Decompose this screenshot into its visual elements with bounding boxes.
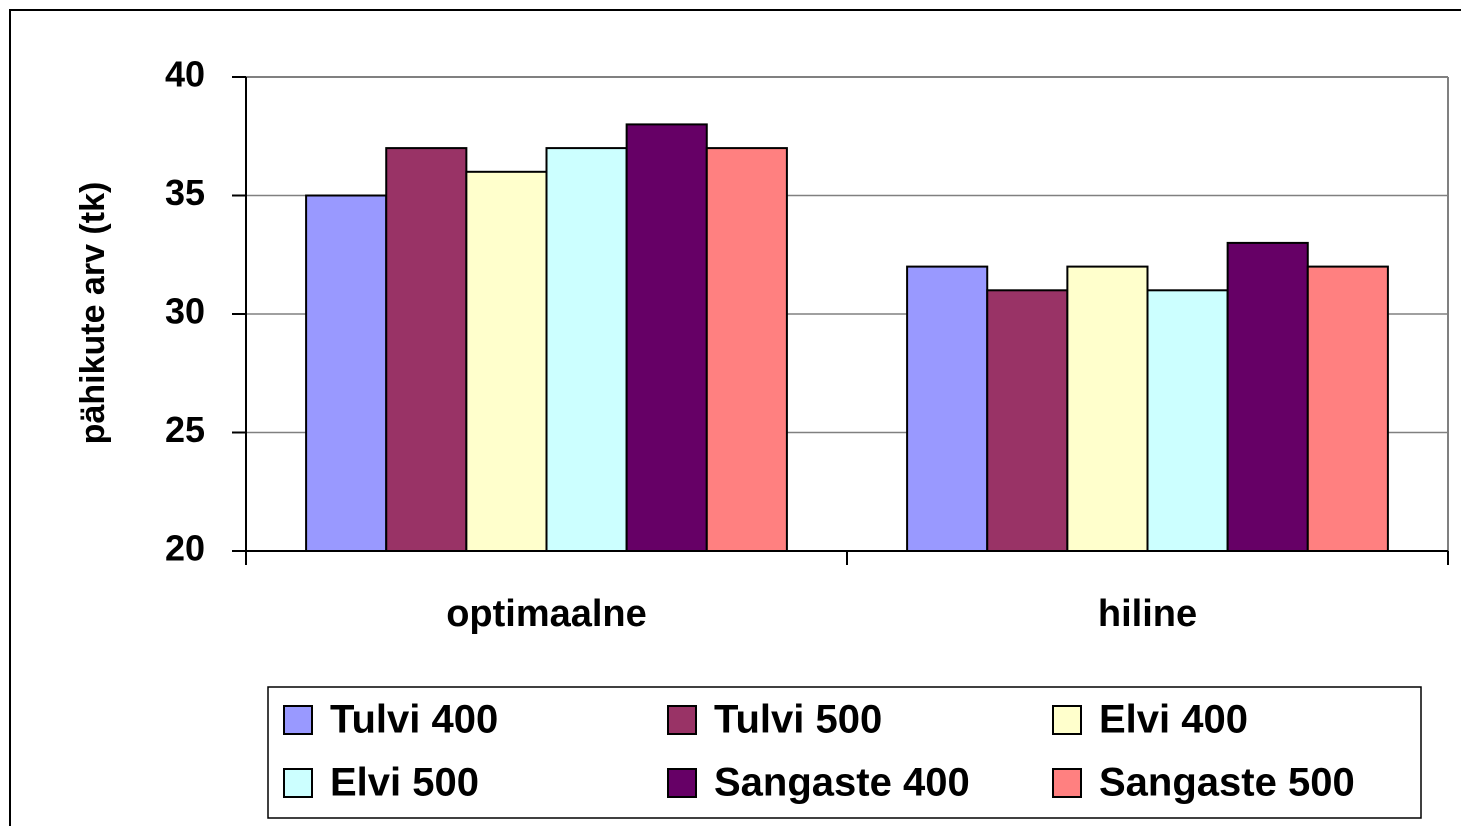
legend-swatch: [283, 768, 313, 798]
y-tick-label: 20: [165, 528, 205, 569]
legend-swatch: [1052, 768, 1082, 798]
bar: [986, 289, 1069, 552]
legend-swatch: [1052, 705, 1082, 735]
legend-label: Elvi 500: [330, 761, 479, 805]
bar: [705, 147, 788, 552]
legend-swatch: [283, 705, 313, 735]
x-tick-label: optimaalne: [446, 593, 647, 635]
legend-label: Sangaste 400: [714, 761, 970, 805]
bar: [1226, 241, 1309, 552]
bar: [385, 147, 468, 552]
legend-label: Tulvi 400: [330, 698, 498, 742]
legend-swatch: [667, 705, 697, 735]
legend-swatch: [667, 768, 697, 798]
chart-border: [9, 9, 1461, 826]
y-tick-label: 35: [165, 172, 205, 213]
y-axis-label: pähikute arv (tk): [74, 182, 112, 445]
bar: [1066, 265, 1149, 552]
bar: [1306, 265, 1389, 552]
y-tick-label: 30: [165, 291, 205, 332]
bar: [465, 170, 548, 553]
bar: [906, 265, 989, 552]
bar: [305, 194, 388, 552]
legend-box: [267, 686, 1422, 819]
x-tick-label: hiline: [1098, 593, 1197, 635]
y-tick-label: 40: [165, 54, 205, 95]
bar: [545, 147, 628, 552]
legend-label: Sangaste 500: [1099, 761, 1355, 805]
bar: [625, 123, 708, 553]
legend-label: Tulvi 500: [714, 698, 882, 742]
legend-label: Elvi 400: [1099, 698, 1248, 742]
bar: [1146, 289, 1229, 552]
y-tick-label: 25: [165, 409, 205, 450]
